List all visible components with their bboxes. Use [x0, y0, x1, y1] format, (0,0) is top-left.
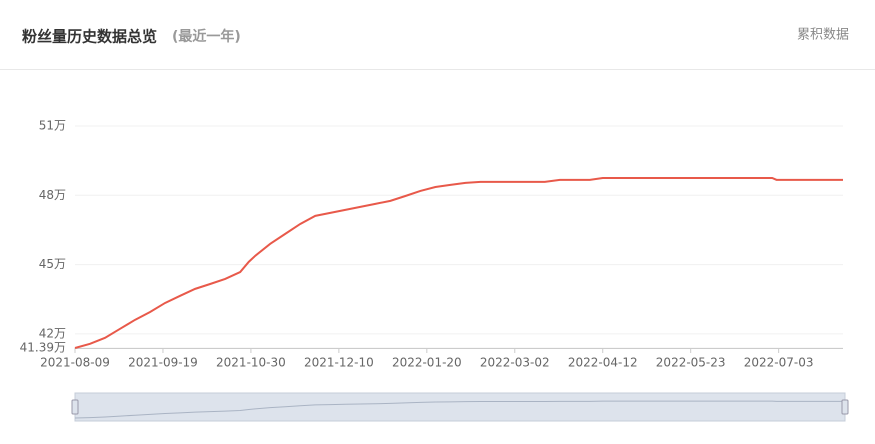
data-line: [74, 176, 843, 349]
y-tick-label: 48万: [39, 188, 66, 202]
x-tick-label: 2022-01-20: [392, 356, 462, 370]
y-tick-label: 42万: [39, 326, 66, 340]
x-tick-label: 2021-08-09: [40, 356, 110, 370]
zoom-preview: [74, 400, 843, 419]
zoom-handle[interactable]: [71, 399, 79, 415]
x-tick-label: 2022-05-23: [656, 356, 726, 370]
x-tick-label: 2022-03-02: [480, 356, 550, 370]
x-tick-label: 2022-04-12: [568, 356, 638, 370]
x-tick-label: 2022-07-03: [744, 356, 814, 370]
page-title: 粉丝量历史数据总览: [22, 28, 157, 46]
x-tick-label: 2021-10-30: [216, 356, 286, 370]
cumulative-link[interactable]: 累积数据: [797, 28, 849, 43]
zoom-slider[interactable]: [74, 392, 846, 422]
page-subtitle: (最近一年): [172, 28, 241, 45]
y-tick-label: 41.39万: [20, 341, 66, 355]
x-tick-label: 2021-12-10: [304, 356, 374, 370]
zoom-handle[interactable]: [841, 399, 849, 415]
y-tick-label: 51万: [39, 119, 66, 133]
y-tick-label: 45万: [39, 257, 66, 271]
x-tick-label: 2021-09-19: [128, 356, 198, 370]
